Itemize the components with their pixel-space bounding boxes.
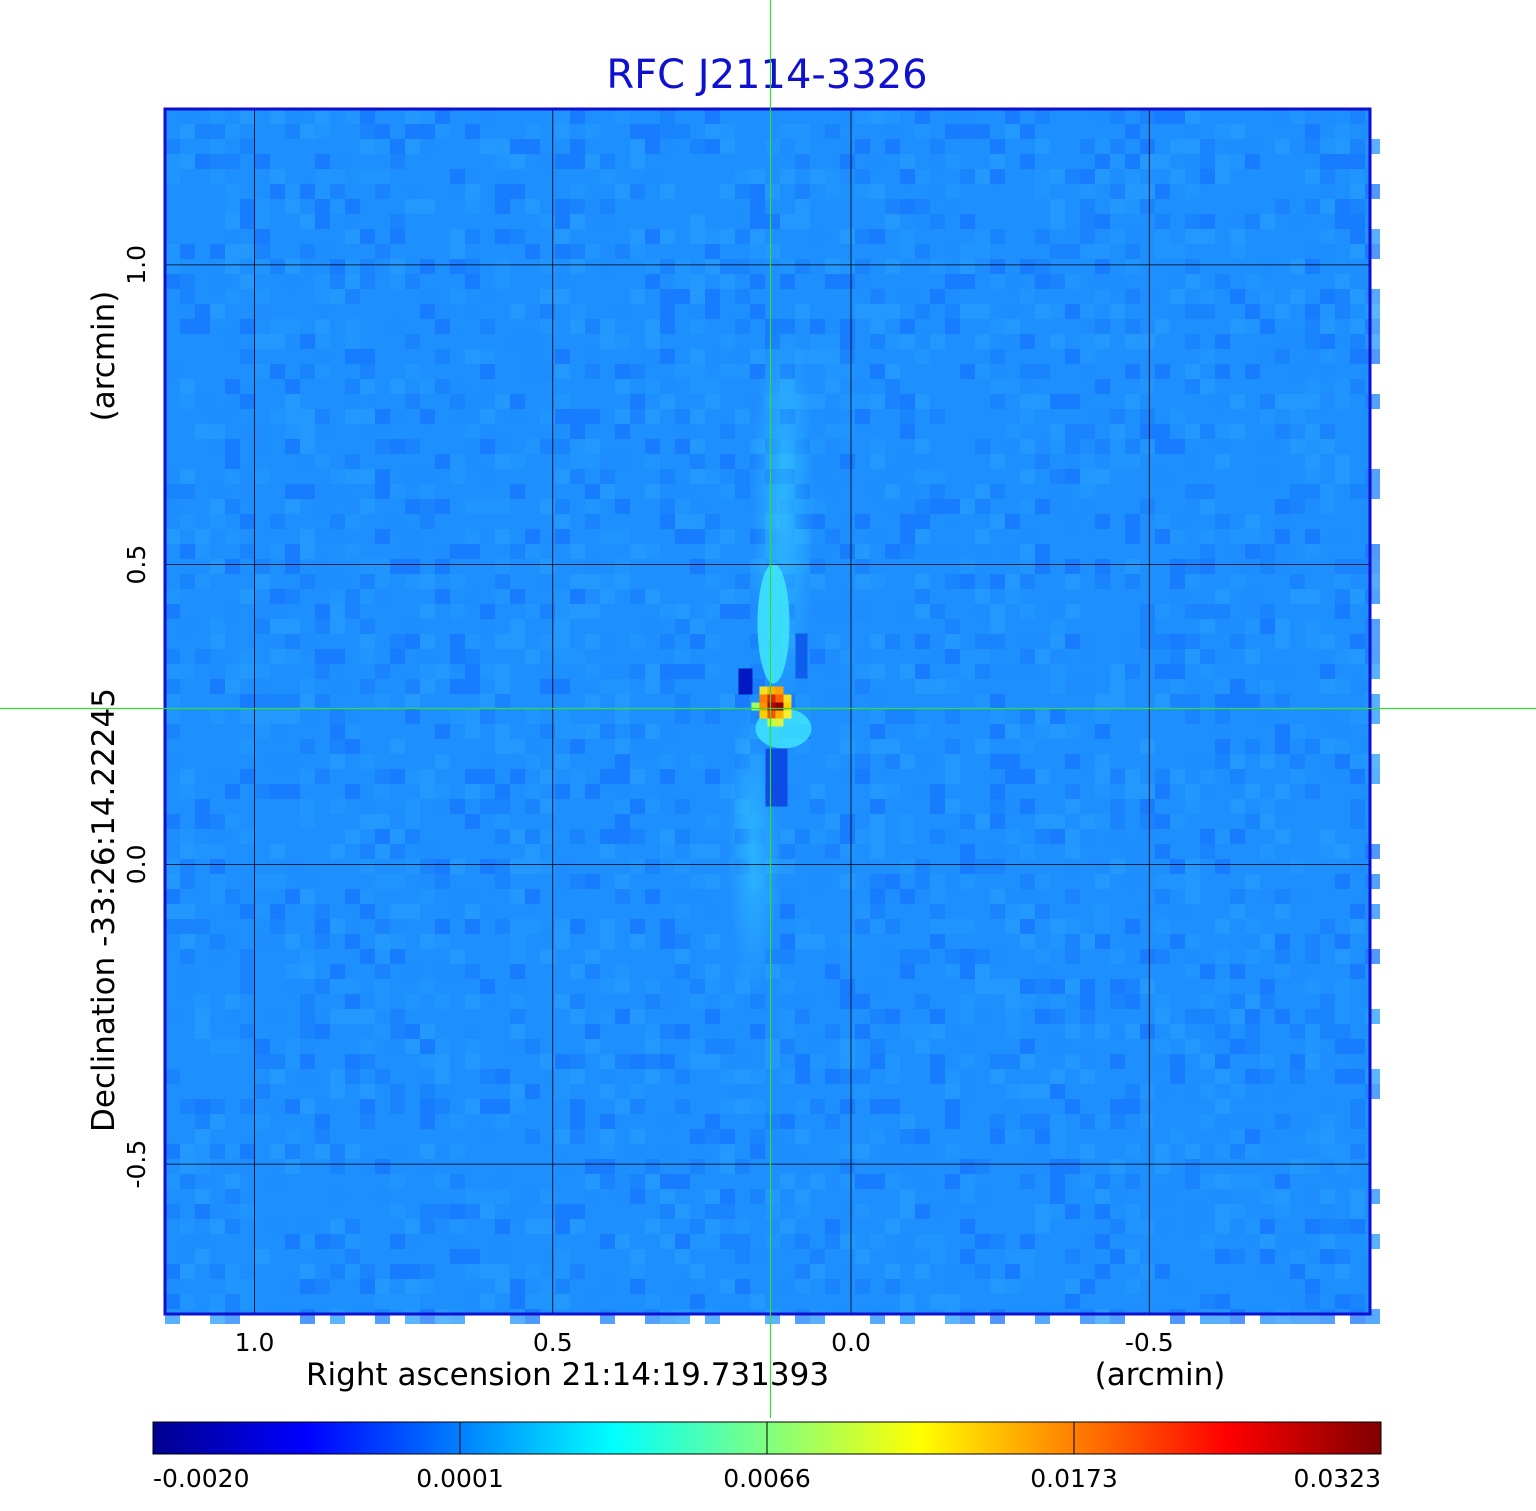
peak-pixel bbox=[759, 694, 768, 703]
colorbar-ticks: -0.0020 0.0001 0.0066 0.0173 0.0323 bbox=[152, 1422, 1382, 1493]
y-tick-label: 0.5 bbox=[122, 545, 151, 585]
peak-pixel bbox=[767, 702, 776, 711]
colorbar-tick-label: 0.0001 bbox=[416, 1464, 503, 1493]
x-axis-unit: (arcmin) bbox=[1095, 1357, 1226, 1393]
x-tick-label: -0.5 bbox=[1125, 1328, 1174, 1357]
peak-pixel bbox=[775, 686, 784, 695]
peak-pixel bbox=[775, 702, 784, 711]
peak-pixel bbox=[783, 702, 792, 711]
colorbar-tick-label: 0.0323 bbox=[1294, 1464, 1381, 1493]
peak-pixel bbox=[775, 710, 784, 719]
x-tick-label: 0.5 bbox=[533, 1328, 573, 1357]
peak-pixel bbox=[775, 694, 784, 703]
colorbar-tick-label: 0.0066 bbox=[723, 1464, 810, 1493]
peak-pixel bbox=[767, 718, 776, 727]
y-axis-ticks: 1.0 0.5 0.0 -0.5 bbox=[122, 245, 151, 1189]
y-tick-label: 1.0 bbox=[122, 245, 151, 285]
peak-pixel bbox=[759, 710, 768, 719]
coordinate-grid bbox=[165, 109, 1370, 1314]
y-axis-label: Declination -33:26:14.22245 bbox=[86, 688, 122, 1132]
x-axis-label: Right ascension 21:14:19.731393 bbox=[306, 1357, 829, 1393]
x-axis-ticks: 1.0 0.5 0.0 -0.5 bbox=[235, 1328, 1174, 1357]
negative-sidelobe-south bbox=[765, 748, 788, 807]
peak-pixel bbox=[775, 718, 784, 727]
image-plane bbox=[163, 107, 1380, 1324]
peak-pixel bbox=[783, 694, 792, 703]
noise-texture bbox=[165, 109, 1380, 1324]
colorbar-tick-label: 0.0173 bbox=[1030, 1464, 1117, 1493]
peak-pixel bbox=[759, 686, 768, 695]
negative-sidelobe-west bbox=[738, 668, 753, 695]
x-tick-label: 1.0 bbox=[235, 1328, 275, 1357]
y-tick-label: -0.5 bbox=[122, 1140, 151, 1189]
peak-pixel bbox=[759, 702, 768, 711]
x-tick-label: 0.0 bbox=[831, 1328, 871, 1357]
y-tick-label: 0.0 bbox=[122, 844, 151, 884]
source-emission bbox=[727, 308, 816, 999]
peak-pixel bbox=[767, 686, 776, 695]
negative-sidelobe-east bbox=[795, 633, 808, 679]
colorbar-tick-label: -0.0020 bbox=[153, 1464, 250, 1493]
chart-title: RFC J2114-3326 bbox=[606, 52, 927, 98]
peak-pixel bbox=[767, 710, 776, 719]
peak-pixel bbox=[751, 702, 760, 711]
emission-jet-north bbox=[757, 563, 790, 684]
plot-frame bbox=[163, 107, 1372, 1316]
peak-pixel bbox=[783, 710, 792, 719]
peak-pixel bbox=[767, 694, 776, 703]
y-axis-unit: (arcmin) bbox=[86, 291, 122, 422]
